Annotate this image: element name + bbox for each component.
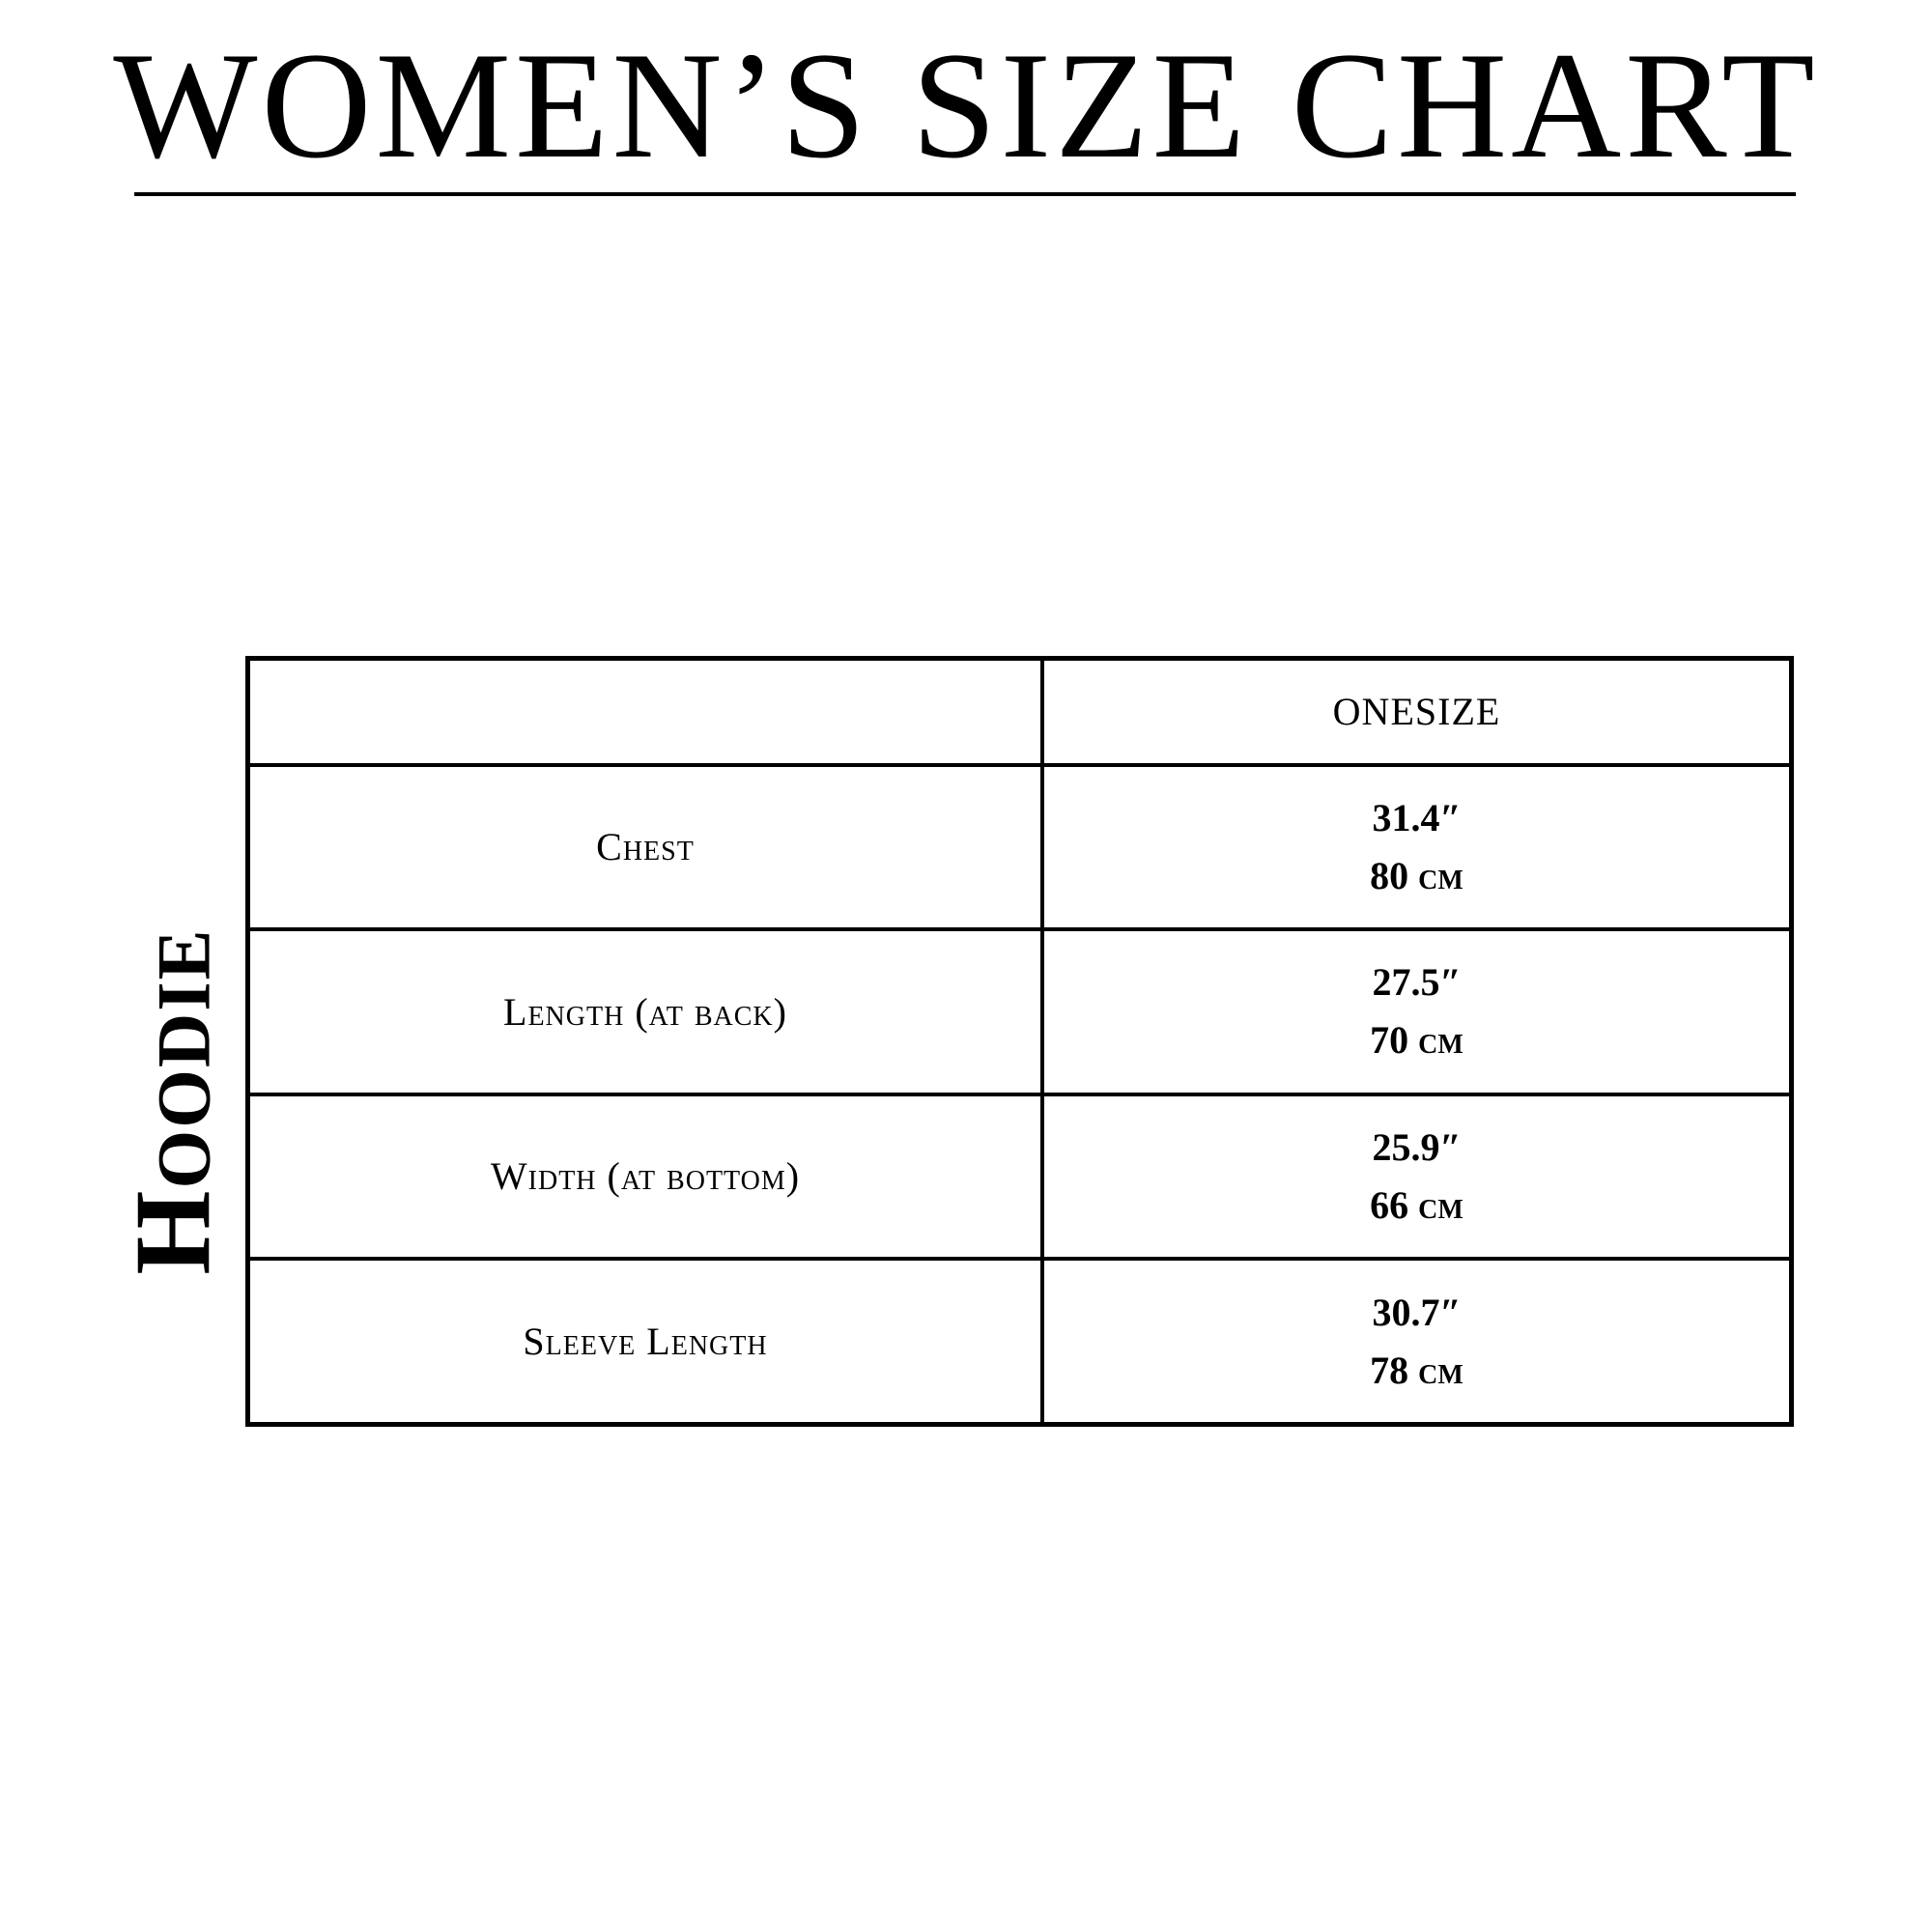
- value-inches: 25.9″: [1372, 1124, 1462, 1169]
- table-row: Chest 31.4″ 80 cm: [245, 762, 1794, 932]
- page-title: WOMEN’S SIZE CHART: [113, 21, 1819, 190]
- table-row: Length (at back) 27.5″ 70 cm: [245, 927, 1794, 1096]
- measurement-label: Sleeve Length: [245, 1257, 1044, 1427]
- measurement-value: 30.7″ 78 cm: [1040, 1257, 1794, 1427]
- value-cm: 80 cm: [1370, 853, 1463, 897]
- title-divider: [134, 192, 1796, 196]
- table-row: Sleeve Length 30.7″ 78 cm: [245, 1257, 1794, 1427]
- measurement-label: Chest: [245, 762, 1044, 932]
- measurement-label: Length (at back): [245, 927, 1044, 1096]
- value-cm: 78 cm: [1370, 1348, 1463, 1392]
- measurement-value: 27.5″ 70 cm: [1040, 927, 1794, 1096]
- value-cm: 66 cm: [1370, 1182, 1463, 1227]
- table-header-row: ONESIZE: [245, 656, 1794, 767]
- value-cm: 70 cm: [1370, 1018, 1463, 1063]
- size-table: ONESIZE Chest 31.4″ 80 cm Length (at back…: [245, 656, 1794, 1427]
- value-inches: 27.5″: [1372, 960, 1462, 1005]
- header-size-cell: ONESIZE: [1040, 656, 1794, 767]
- value-inches: 30.7″: [1372, 1290, 1462, 1334]
- measurement-label: Width (at bottom): [245, 1092, 1044, 1262]
- product-label: Hoodie: [113, 927, 234, 1275]
- measurement-value: 25.9″ 66 cm: [1040, 1092, 1794, 1262]
- value-inches: 31.4″: [1372, 795, 1462, 839]
- measurement-value: 31.4″ 80 cm: [1040, 762, 1794, 932]
- table-row: Width (at bottom) 25.9″ 66 cm: [245, 1092, 1794, 1262]
- header-empty-cell: [245, 656, 1044, 767]
